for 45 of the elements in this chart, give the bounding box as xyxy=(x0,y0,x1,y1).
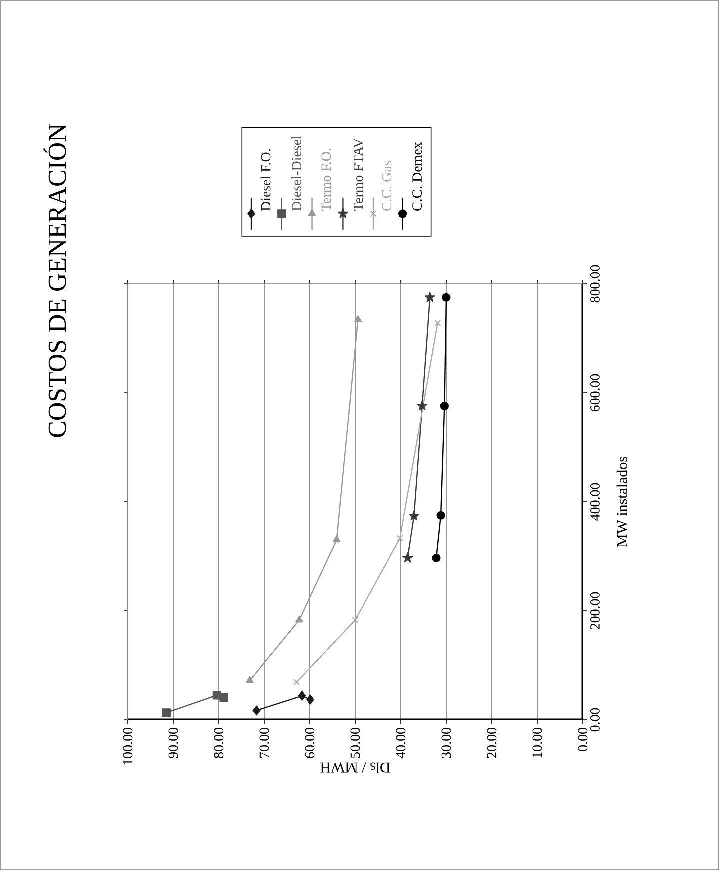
y-tick-label: 600.00 xyxy=(590,374,600,412)
point xyxy=(432,554,441,562)
point xyxy=(424,292,436,302)
point xyxy=(402,552,414,563)
x-tick-label: 90.00 xyxy=(168,728,178,758)
point xyxy=(417,400,428,411)
point xyxy=(408,510,420,521)
point xyxy=(220,693,228,702)
y-axis-title: MW instalados xyxy=(616,457,628,548)
point xyxy=(352,616,359,624)
point xyxy=(252,706,261,716)
x-tick-label: 10.00 xyxy=(532,728,542,758)
point xyxy=(436,511,446,520)
text: Termo FTAV xyxy=(354,138,364,212)
y-tick-label: 0.00 xyxy=(590,708,600,732)
x-axis-title: Dls / MWH xyxy=(320,762,390,774)
chart-title: COSTOS DE GENERACIÓN xyxy=(44,124,66,438)
x-tick-label: 40.00 xyxy=(396,728,406,759)
x-tick-label: 30.00 xyxy=(442,728,452,758)
point xyxy=(440,402,449,410)
x-tick-label: 60.00 xyxy=(305,728,315,758)
text: Diesel F.O. xyxy=(260,150,271,212)
point xyxy=(354,315,362,322)
x-tick-label: 50.00 xyxy=(350,728,360,758)
text: C.C. Demex xyxy=(412,142,422,211)
text: Termo F.O. xyxy=(322,149,332,212)
point xyxy=(298,691,306,702)
y-tick-label: 400.00 xyxy=(590,483,600,521)
point xyxy=(246,676,254,684)
point xyxy=(162,708,171,718)
point xyxy=(442,293,451,302)
y-tick-label: 800.00 xyxy=(590,265,600,303)
text: C.C. Gas xyxy=(382,161,392,211)
point xyxy=(296,616,304,623)
point xyxy=(396,535,404,542)
point xyxy=(306,694,314,705)
y-tick-label: 200.00 xyxy=(590,592,600,630)
point xyxy=(332,536,341,543)
x-tick-label: 100.00 xyxy=(123,728,133,765)
x-tick-label: 20.00 xyxy=(487,728,497,758)
point xyxy=(434,320,442,327)
point xyxy=(293,679,300,686)
x-tick-label: 70.00 xyxy=(260,728,270,758)
text: Diesel-Diesel xyxy=(292,136,302,212)
x-tick-label: 80.00 xyxy=(214,728,224,758)
